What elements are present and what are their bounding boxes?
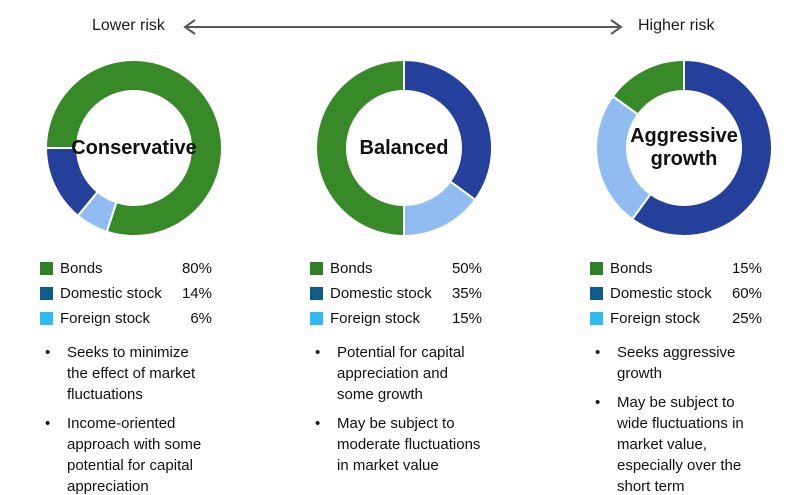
legend-label: Foreign stock (330, 309, 421, 327)
bullet-text: Income-oriented approach with some poten… (67, 415, 202, 495)
bullet-item: • May be subject to moderate fluctuations… (310, 413, 482, 476)
bullet-item: • Seeks to minimize the effect of market … (40, 342, 212, 405)
legend-label: Foreign stock (60, 309, 151, 327)
legend-row: Domestic stock 35% (310, 283, 482, 303)
legend-row: Bonds 80% (40, 258, 212, 278)
allocation-legend: Bonds 80% Domestic stock 14% Foreign stock 6% (40, 258, 212, 328)
legend-swatch-domestic-stock (590, 286, 603, 300)
legend-row: Bonds 15% (590, 258, 762, 278)
portfolio-column-conservative: Conservative Bonds 80% Domestic stock 14% Fo… (40, 58, 223, 495)
legend-swatch-bonds (590, 261, 603, 275)
legend-label: Bonds (610, 259, 653, 277)
donut-chart (595, 58, 773, 237)
bullet-item: • May be subject to wide fluctuations in … (590, 392, 762, 495)
bullet-text: Potential for capital appreciation and s… (337, 344, 465, 403)
legend-row: Bonds 50% (310, 258, 482, 278)
portfolio-column-aggressive-growth: Aggressive growth Bonds 15% Domestic stock 6… (590, 58, 773, 495)
legend-row: Foreign stock 15% (310, 308, 482, 328)
donut-center-label: Aggressive growth (594, 58, 774, 238)
donut-segment-domestic-stock (44, 147, 100, 218)
legend-swatch-domestic-stock (310, 286, 323, 300)
legend-value: 14% (181, 284, 212, 302)
legend-value: 80% (181, 259, 212, 277)
bullet-icon: • (315, 344, 321, 361)
legend-label: Domestic stock (330, 284, 432, 302)
bullet-text: Seeks to minimize the effect of market f… (67, 344, 196, 403)
legend-value: 6% (190, 309, 212, 327)
bullet-text: May be subject to moderate fluctuations … (337, 415, 481, 474)
double-arrow-icon (183, 19, 623, 35)
legend-swatch-bonds (40, 261, 53, 275)
description-bullets: • Seeks to minimize the effect of market … (40, 342, 212, 495)
legend-value: 15% (731, 259, 762, 277)
description-bullets: • Seeks aggressive growth • May be subject … (590, 342, 762, 495)
legend-label: Domestic stock (60, 284, 162, 302)
donut-segment-foreign-stock (403, 180, 477, 238)
donut-segment-foreign-stock (76, 190, 118, 233)
donut-center-label-line: Aggressive (630, 125, 738, 147)
donut-segment-foreign-stock (595, 94, 652, 221)
donut-center-label-line: Balanced (359, 136, 449, 159)
legend-value: 50% (451, 259, 482, 277)
legend-label: Foreign stock (610, 309, 701, 327)
bullet-icon: • (45, 344, 51, 361)
donut-segment-domestic-stock (403, 58, 493, 202)
legend-label: Bonds (330, 259, 373, 277)
description-bullets: • Potential for capital appreciation and … (310, 342, 482, 476)
legend-swatch-domestic-stock (40, 286, 53, 300)
bullet-icon: • (595, 344, 601, 361)
bullet-icon: • (595, 394, 601, 411)
portfolio-column-balanced: Balanced Bonds 50% Domestic stock 35% Foreig… (310, 58, 493, 484)
lower-risk-label: Lower risk (92, 17, 165, 34)
legend-row: Domestic stock 14% (40, 283, 212, 303)
donut-segment-bonds (44, 59, 223, 237)
legend-value: 60% (731, 284, 762, 302)
donut-center-label-line: Conservative (71, 136, 197, 159)
bullet-item: • Potential for capital appreciation and … (310, 342, 482, 405)
donut-chart (315, 58, 493, 238)
bullet-item: • Income-oriented approach with some pote… (40, 413, 212, 495)
bullet-icon: • (45, 415, 51, 432)
legend-swatch-foreign-stock (590, 311, 603, 325)
donut-center-label: Conservative (44, 58, 224, 238)
legend-row: Foreign stock 6% (40, 308, 212, 328)
allocation-legend: Bonds 50% Domestic stock 35% Foreign stock 15… (310, 258, 482, 328)
bullet-text: Seeks aggressive growth (617, 344, 736, 382)
legend-swatch-bonds (310, 261, 323, 275)
legend-row: Domestic stock 60% (590, 283, 762, 303)
higher-risk-label: Higher risk (638, 17, 715, 34)
donut-center-label-line: growth (650, 148, 718, 170)
donut-segment-domestic-stock (630, 58, 773, 237)
donut-chart-wrap: Balanced (314, 58, 494, 238)
legend-swatch-foreign-stock (40, 311, 53, 325)
allocation-legend: Bonds 15% Domestic stock 60% Foreign stock 25… (590, 258, 762, 328)
bullet-text: May be subject to wide fluctuations in m… (617, 394, 744, 495)
donut-segment-bonds (315, 58, 405, 238)
bullet-item: • Seeks aggressive growth (590, 342, 762, 384)
legend-row: Foreign stock 25% (590, 308, 762, 328)
legend-value: 25% (731, 309, 762, 327)
donut-chart-wrap: Conservative (44, 58, 224, 238)
legend-value: 35% (451, 284, 482, 302)
donut-chart-wrap: Aggressive growth (594, 58, 774, 238)
legend-swatch-foreign-stock (310, 311, 323, 325)
donut-chart (44, 59, 223, 237)
legend-label: Domestic stock (610, 284, 712, 302)
bullet-icon: • (315, 415, 321, 432)
legend-label: Bonds (60, 259, 103, 277)
legend-value: 15% (451, 309, 482, 327)
donut-center-label: Balanced (314, 58, 494, 238)
